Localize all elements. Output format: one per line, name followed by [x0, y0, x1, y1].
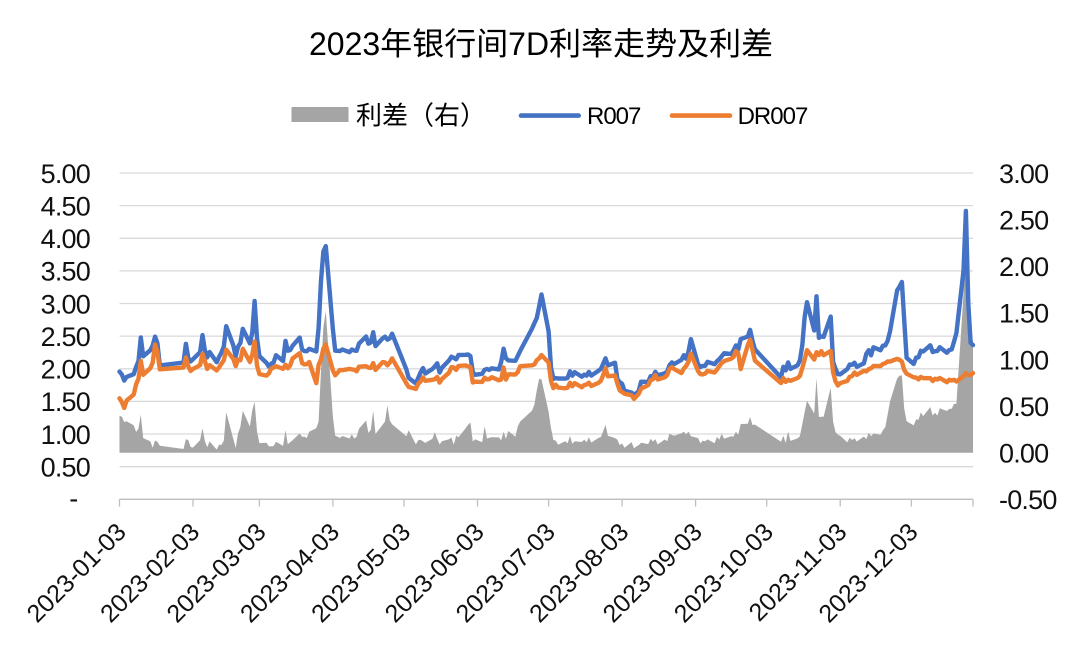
svg-text:1.50: 1.50 [41, 387, 90, 417]
svg-text:7D: 7D [508, 26, 549, 62]
svg-text:3.00: 3.00 [999, 159, 1048, 189]
svg-text:0.00: 0.00 [999, 439, 1048, 469]
svg-text:-: - [69, 483, 77, 513]
svg-text:4.00: 4.00 [41, 224, 90, 254]
svg-text:2.50: 2.50 [41, 322, 90, 352]
svg-text:1.00: 1.00 [999, 345, 1048, 375]
svg-text:2.00: 2.00 [999, 252, 1048, 282]
svg-text:1.00: 1.00 [41, 420, 90, 450]
svg-text:0.50: 0.50 [999, 392, 1048, 422]
svg-text:DR007: DR007 [738, 103, 808, 130]
svg-text:0.50: 0.50 [41, 453, 90, 483]
svg-text:4.50: 4.50 [41, 191, 90, 221]
svg-text:3.00: 3.00 [41, 289, 90, 319]
svg-text:3.50: 3.50 [41, 257, 90, 287]
svg-text:R007: R007 [587, 103, 641, 130]
svg-text:-0.50: -0.50 [999, 485, 1057, 515]
svg-text:5.00: 5.00 [41, 159, 90, 189]
svg-text:2023: 2023 [309, 26, 380, 62]
svg-text:2.00: 2.00 [41, 355, 90, 385]
svg-text:1.50: 1.50 [999, 299, 1048, 329]
svg-text:2.50: 2.50 [999, 205, 1048, 235]
